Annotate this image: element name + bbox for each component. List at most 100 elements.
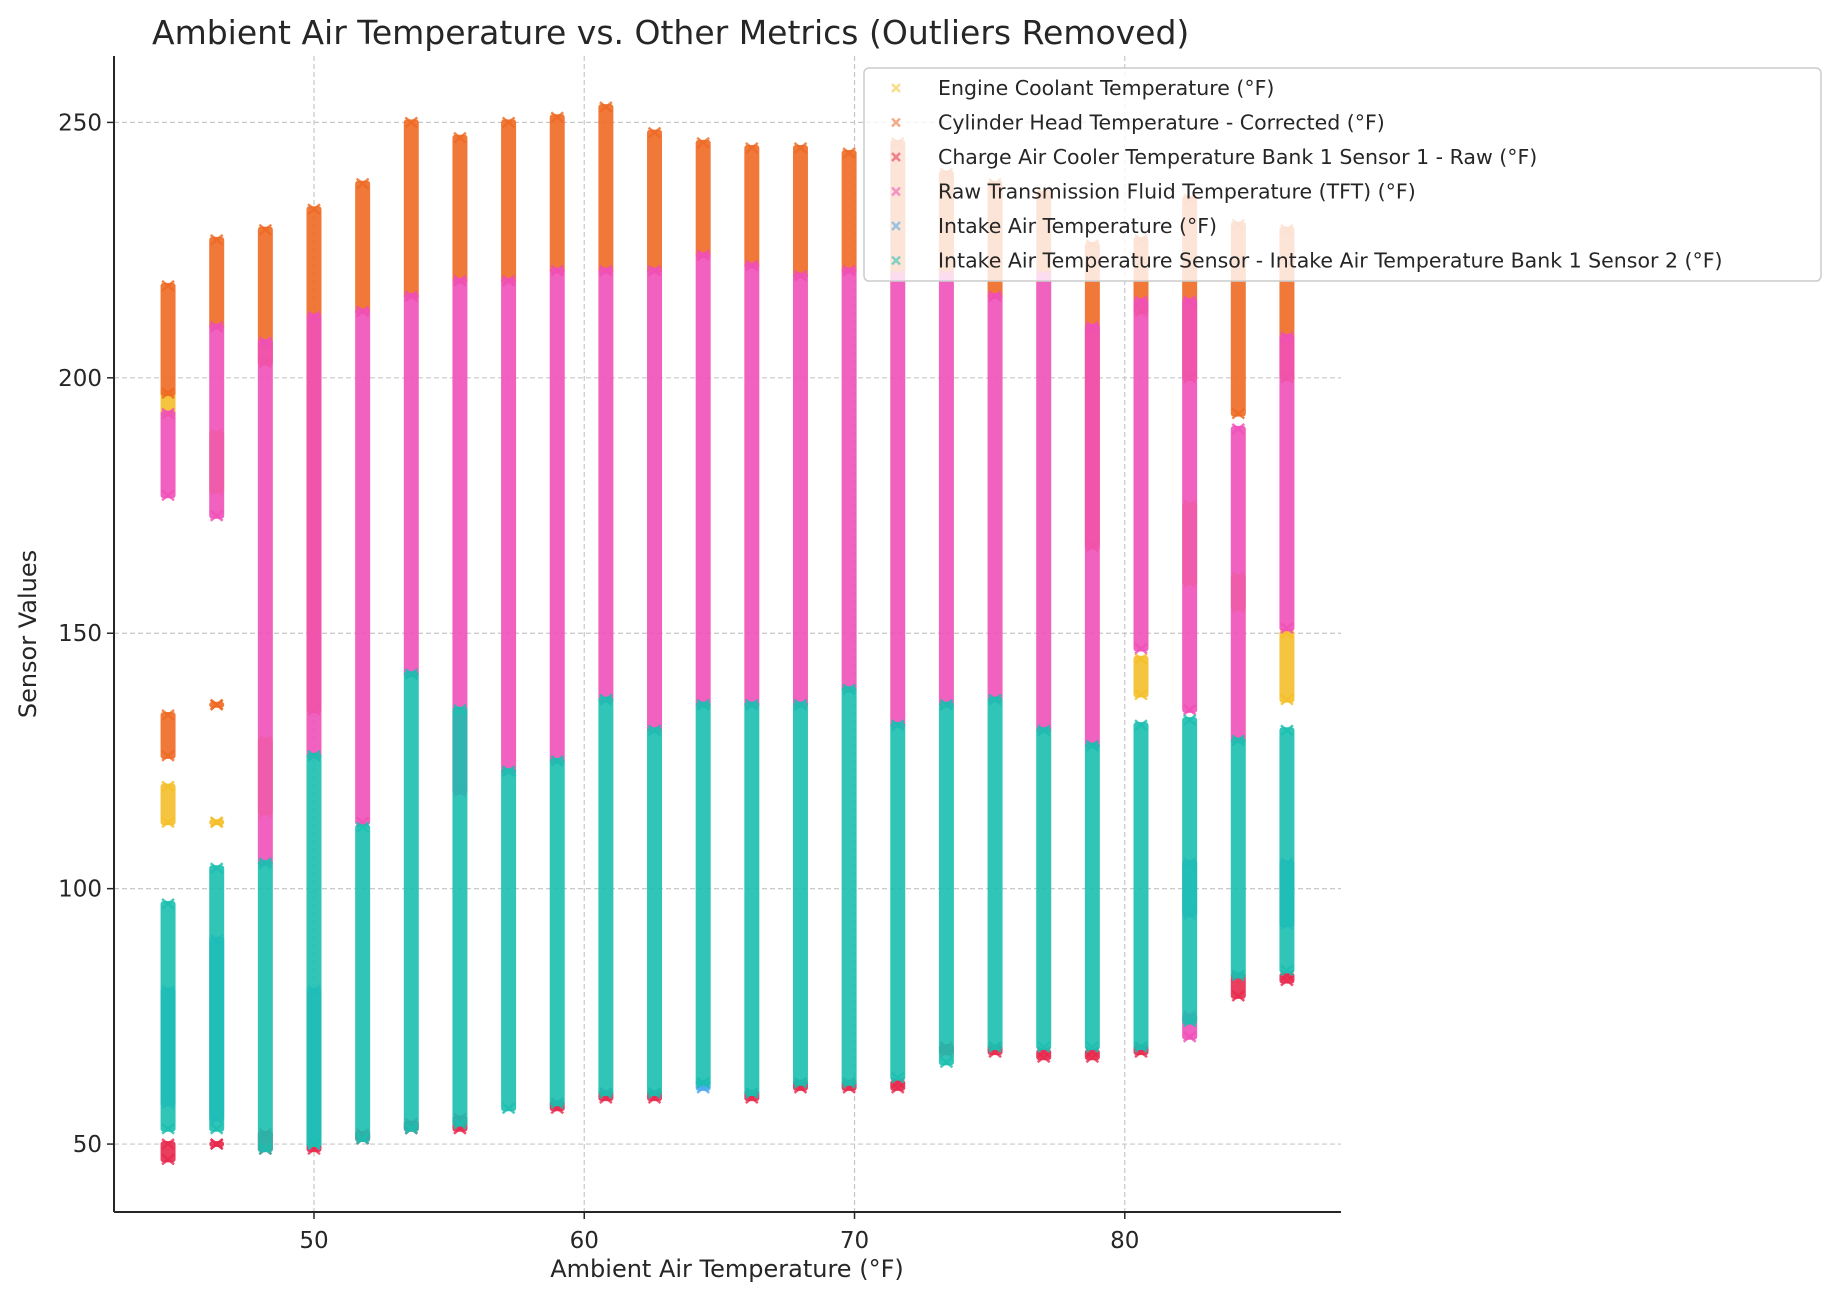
x-marker bbox=[599, 264, 613, 277]
data-point-band bbox=[1036, 272, 1052, 734]
series-band-3 bbox=[160, 407, 176, 502]
series-band-5 bbox=[306, 749, 322, 1151]
x-marker bbox=[209, 1122, 224, 1135]
series-band-3 bbox=[1084, 320, 1100, 752]
series-band-5 bbox=[549, 754, 565, 1110]
series-band-5 bbox=[355, 821, 371, 1145]
y-tick-label: 100 bbox=[58, 877, 102, 903]
x-marker bbox=[890, 1081, 905, 1094]
x-marker bbox=[1134, 642, 1148, 655]
x-marker bbox=[696, 1076, 710, 1089]
x-marker bbox=[161, 709, 175, 721]
series-band-5 bbox=[987, 693, 1003, 1053]
x-marker bbox=[696, 249, 710, 262]
data-point-band bbox=[403, 119, 419, 300]
x-marker bbox=[307, 749, 321, 762]
x-marker bbox=[453, 703, 467, 716]
data-point-band bbox=[695, 139, 711, 259]
legend-item: Intake Air Temperature (°F) bbox=[891, 214, 1217, 238]
x-marker bbox=[209, 509, 224, 522]
x-marker bbox=[793, 269, 808, 282]
data-point-band bbox=[695, 701, 711, 1086]
x-marker bbox=[1280, 724, 1294, 737]
series-band-1 bbox=[792, 141, 808, 282]
x-marker bbox=[745, 1087, 759, 1099]
x-marker bbox=[647, 264, 662, 277]
x-marker bbox=[745, 259, 759, 272]
data-point-band bbox=[1084, 323, 1100, 749]
x-marker bbox=[939, 1056, 954, 1069]
x-marker bbox=[890, 719, 905, 732]
x-marker bbox=[890, 1071, 905, 1084]
data-point-band bbox=[647, 727, 663, 1096]
x-tick-label: 80 bbox=[1110, 1228, 1139, 1254]
series-band-5 bbox=[209, 862, 225, 1135]
x-marker bbox=[404, 668, 419, 681]
x-marker bbox=[793, 141, 808, 154]
series-band-0 bbox=[1279, 627, 1295, 706]
x-marker bbox=[550, 1097, 565, 1110]
x-marker bbox=[258, 1143, 273, 1156]
x-marker bbox=[842, 683, 856, 696]
x-marker bbox=[647, 126, 662, 139]
series-band-1 bbox=[549, 111, 565, 277]
data-point-band bbox=[987, 293, 1003, 703]
series-band-3 bbox=[1279, 330, 1295, 635]
data-point-band bbox=[160, 783, 176, 826]
x-marker bbox=[1134, 688, 1148, 701]
data-point-band bbox=[257, 226, 273, 366]
x-marker bbox=[988, 1041, 1002, 1053]
series-band-1 bbox=[355, 177, 371, 318]
data-point-band bbox=[598, 267, 614, 703]
series-band-3 bbox=[987, 290, 1003, 706]
x-tick-label: 50 bbox=[299, 1228, 328, 1254]
x-marker bbox=[1231, 734, 1246, 747]
data-point-band bbox=[549, 267, 565, 764]
y-axis-label: Sensor Values bbox=[14, 550, 42, 718]
x-marker bbox=[501, 765, 516, 778]
series-band-3 bbox=[695, 249, 711, 711]
legend-item: Raw Transmission Fluid Temperature (TFT)… bbox=[891, 180, 1416, 204]
series-band-3 bbox=[647, 264, 663, 737]
data-point-band bbox=[452, 134, 468, 284]
x-marker bbox=[647, 724, 662, 737]
series-band-2 bbox=[209, 1138, 225, 1151]
x-marker bbox=[258, 336, 273, 349]
data-point-band bbox=[987, 696, 1003, 1051]
x-marker bbox=[842, 264, 856, 277]
x-marker bbox=[404, 116, 419, 129]
series-band-3 bbox=[744, 259, 760, 711]
x-marker bbox=[1134, 652, 1148, 665]
legend-label: Raw Transmission Fluid Temperature (TFT)… bbox=[938, 180, 1416, 204]
data-point-band bbox=[744, 262, 760, 708]
series-band-5 bbox=[403, 668, 419, 1135]
data-point-band bbox=[598, 104, 614, 274]
x-marker bbox=[842, 1076, 856, 1089]
x-marker bbox=[1036, 1041, 1051, 1053]
x-marker bbox=[355, 305, 370, 318]
series-band-2 bbox=[1279, 969, 1295, 987]
x-marker bbox=[501, 116, 516, 129]
x-marker bbox=[258, 857, 273, 870]
x-marker bbox=[307, 310, 321, 323]
series-band-2 bbox=[160, 1138, 176, 1166]
x-marker bbox=[599, 693, 613, 706]
series-band-5 bbox=[744, 698, 760, 1099]
legend: Engine Coolant Temperature (°F) Cylinder … bbox=[863, 67, 1822, 282]
series-band-0 bbox=[160, 780, 176, 829]
data-point-band bbox=[257, 339, 273, 867]
x-marker bbox=[1280, 974, 1294, 987]
x-marker bbox=[599, 1087, 613, 1099]
x-marker bbox=[355, 1132, 370, 1145]
series-band-5 bbox=[1182, 714, 1198, 1028]
data-point-band bbox=[452, 277, 468, 795]
data-point-band bbox=[403, 671, 419, 1132]
x-marker bbox=[1280, 964, 1294, 977]
series-band-5 bbox=[1036, 724, 1052, 1053]
x-tick-label: 60 bbox=[570, 1228, 599, 1254]
series-band-1 bbox=[403, 116, 419, 303]
legend-marker-icon bbox=[891, 221, 901, 231]
x-marker bbox=[793, 698, 808, 711]
x-marker bbox=[550, 754, 565, 767]
data-point-band bbox=[306, 313, 322, 759]
